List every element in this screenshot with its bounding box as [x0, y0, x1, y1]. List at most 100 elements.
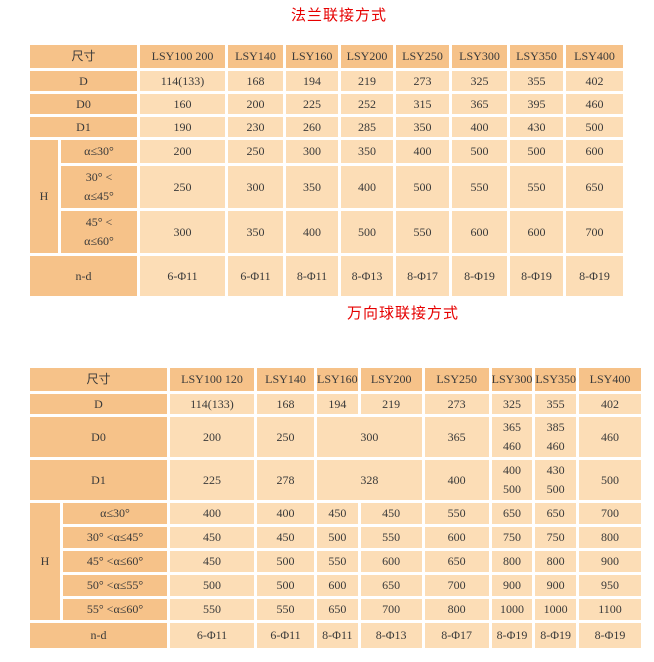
table-header-row: 尺寸 LSY100 200 LSY140 LSY160 LSY200 LSY25…: [30, 45, 623, 68]
row-label-angle: 30° < α≤45°: [61, 166, 137, 208]
data-cell: 8-Φ11: [317, 623, 358, 648]
row-label-nd: n-d: [30, 256, 137, 296]
data-cell: 250: [140, 166, 225, 208]
table-row-D0: D0 160 200 225 252 315 365 395 460: [30, 94, 623, 114]
data-cell: 8-Φ19: [566, 256, 623, 296]
table-row-D1: D1 190 230 260 285 350 400 430 500: [30, 117, 623, 137]
table-header-row: 尺寸 LSY100 120 LSY140 LSY160 LSY200 LSY25…: [30, 368, 642, 391]
data-cell-two-values: 400 500: [491, 460, 533, 500]
universal-ball-connection-table: 尺寸 LSY100 120 LSY140 LSY160 LSY200 LSY25…: [27, 365, 644, 651]
column-header: LSY400: [579, 368, 642, 391]
data-cell: 650: [360, 575, 422, 596]
column-header: LSY300: [452, 45, 507, 68]
row-label-angle: 45° < α≤60°: [61, 211, 137, 253]
data-cell: 325: [491, 394, 533, 414]
data-cell: 400: [396, 140, 449, 163]
data-cell: 250: [257, 417, 314, 457]
column-header: LSY100 120: [170, 368, 254, 391]
data-cell: 400: [170, 503, 254, 524]
data-cell: 450: [317, 503, 358, 524]
data-cell: 500: [510, 140, 563, 163]
data-cell: 500: [257, 551, 314, 572]
row-label-angle: α≤30°: [61, 140, 137, 163]
page-title-flange-connection: 法兰联接方式: [291, 8, 388, 24]
data-cell: 6-Φ11: [257, 623, 314, 648]
data-cell: 285: [341, 117, 393, 137]
data-cell: 160: [140, 94, 225, 114]
data-cell: 550: [317, 551, 358, 572]
table-row-H-angle4: 50° <α≤55° 500 500 600 650 700 900 900 9…: [30, 575, 642, 596]
data-cell: 355: [535, 394, 577, 414]
data-cell: 600: [317, 575, 358, 596]
data-cell: 230: [228, 117, 283, 137]
data-cell: 190: [140, 117, 225, 137]
data-cell: 650: [424, 551, 489, 572]
table-row-H-angle2: 30° <α≤45° 450 450 500 550 600 750 750 8…: [30, 527, 642, 548]
data-cell: 1100: [579, 599, 642, 620]
data-cell: 500: [579, 460, 642, 500]
row-label-angle: 30° <α≤45°: [63, 527, 167, 548]
row-label-angle: α≤30°: [63, 503, 167, 524]
data-cell: 900: [535, 575, 577, 596]
data-cell: 325: [452, 71, 507, 91]
data-cell: 350: [396, 117, 449, 137]
table-row-H-angle3: 45° < α≤60° 300 350 400 500 550 600 600 …: [30, 211, 623, 253]
data-cell: 500: [257, 575, 314, 596]
column-header: LSY160: [286, 45, 338, 68]
column-header-size: 尺寸: [30, 45, 137, 68]
data-cell: 450: [257, 527, 314, 548]
data-cell: 450: [360, 503, 422, 524]
data-cell: 800: [535, 551, 577, 572]
data-cell: 350: [228, 211, 283, 253]
data-cell: 600: [452, 211, 507, 253]
data-cell: 550: [396, 211, 449, 253]
data-cell: 250: [228, 140, 283, 163]
column-header: LSY250: [424, 368, 489, 391]
data-cell-merged: 300: [317, 417, 422, 457]
column-header: LSY300: [491, 368, 533, 391]
data-cell: 200: [228, 94, 283, 114]
data-cell: 450: [170, 551, 254, 572]
data-cell: 550: [170, 599, 254, 620]
flange-connection-table: 尺寸 LSY100 200 LSY140 LSY160 LSY200 LSY25…: [27, 42, 626, 299]
data-cell: 114(133): [170, 394, 254, 414]
data-cell: 168: [228, 71, 283, 91]
data-cell: 225: [286, 94, 338, 114]
data-cell: 500: [341, 211, 393, 253]
row-label-angle: 50° <α≤55°: [63, 575, 167, 596]
data-cell: 500: [317, 527, 358, 548]
data-cell: 500: [170, 575, 254, 596]
table-row-nd: n-d 6-Φ11 6-Φ11 8-Φ11 8-Φ13 8-Φ17 8-Φ19 …: [30, 623, 642, 648]
data-cell: 800: [424, 599, 489, 620]
row-label-angle: 45° <α≤60°: [63, 551, 167, 572]
data-cell: 8-Φ11: [286, 256, 338, 296]
data-cell-merged: 328: [317, 460, 422, 500]
table-row-H-angle1: H α≤30° 400 400 450 450 550 650 650 700: [30, 503, 642, 620]
row-label-H: H: [30, 503, 60, 620]
data-cell: 194: [317, 394, 358, 414]
data-cell: 400: [286, 211, 338, 253]
data-cell: 395: [510, 94, 563, 114]
page-title-universal-ball-connection: 万向球联接方式: [347, 306, 460, 322]
data-cell: 8-Φ19: [491, 623, 533, 648]
data-cell: 750: [491, 527, 533, 548]
data-cell: 600: [360, 551, 422, 572]
row-label-D: D: [30, 71, 137, 91]
data-cell-two-values: 365 460: [491, 417, 533, 457]
row-label-angle: 55° <α≤60°: [63, 599, 167, 620]
data-cell: 225: [170, 460, 254, 500]
data-cell: 700: [424, 575, 489, 596]
data-cell: 219: [341, 71, 393, 91]
table-row-D: D 114(133) 168 194 219 273 325 355 402: [30, 394, 642, 414]
data-cell: 800: [579, 527, 642, 548]
data-cell: 252: [341, 94, 393, 114]
data-cell: 355: [510, 71, 563, 91]
data-cell: 6-Φ11: [228, 256, 283, 296]
column-header: LSY250: [396, 45, 449, 68]
row-label-D1: D1: [30, 117, 137, 137]
data-cell: 350: [341, 140, 393, 163]
column-header: LSY100 200: [140, 45, 225, 68]
row-label-H: H: [30, 140, 58, 253]
column-header: LSY160: [317, 368, 358, 391]
data-cell: 6-Φ11: [140, 256, 225, 296]
